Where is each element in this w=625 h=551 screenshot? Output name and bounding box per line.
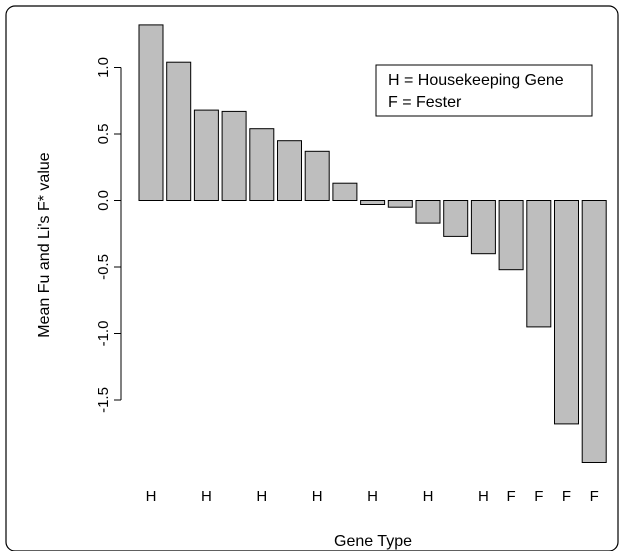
y-axis: 1.0 0.5 0.0 -0.5 -1.0 -1.5 [95,57,122,413]
y-tick-label: -1.0 [95,321,112,347]
legend-box [375,64,593,117]
bars-group [138,24,607,463]
x-axis-title: Gene Type [334,533,412,550]
bar-11 [415,200,441,224]
bar-15 [526,200,552,328]
bar-10 [387,200,413,208]
y-axis-title: Mean Fu and Li's F* value [36,152,53,337]
x-category-label: H [423,488,434,505]
bar-5 [249,128,275,201]
bar-4 [221,110,247,201]
bar-17 [581,200,607,463]
legend-entry-fester: F = Fester [388,94,462,111]
bar-13 [470,200,496,255]
x-category-label: H [312,488,323,505]
y-tick-label: 0.5 [95,124,112,145]
bar-8 [332,182,358,201]
bar-16 [554,200,579,425]
y-tick-label: -1.5 [95,387,112,413]
y-tick-label: 0.0 [95,190,112,211]
legend: H = Housekeeping Gene F = Fester [375,64,593,117]
x-category-label: H [478,488,489,505]
x-category-label: F [534,488,543,505]
bar-12 [443,200,469,237]
x-category-label: F [562,488,571,505]
bar-2 [166,61,192,202]
x-category-label: H [256,488,267,505]
legend-entry-housekeeping: H = Housekeeping Gene [388,72,564,89]
bar-3 [193,109,219,201]
bar-9 [360,200,386,205]
x-category-label: F [590,488,599,505]
y-tick-label: 1.0 [95,57,112,78]
x-category-label: H [201,488,212,505]
x-category-label: H [146,488,157,505]
bar-1 [138,24,164,202]
x-category-label: F [507,488,516,505]
bar-6 [277,140,302,201]
y-tick-label: -0.5 [95,254,112,280]
bar-7 [304,150,330,202]
bar-14 [498,200,524,271]
x-category-label: H [367,488,378,505]
